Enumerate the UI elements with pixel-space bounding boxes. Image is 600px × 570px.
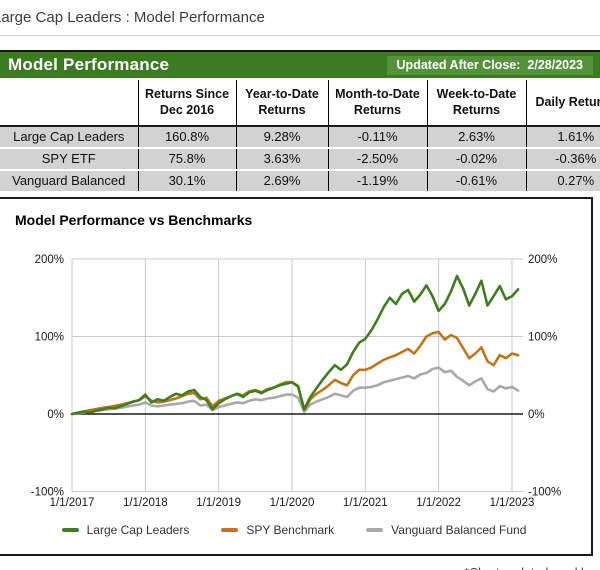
updated-badge: Updated After Close: 2/28/2023 bbox=[386, 55, 593, 75]
column-header-since-2016: Returns Since Dec 2016 bbox=[137, 80, 236, 127]
table-cell: -0.11% bbox=[327, 126, 427, 149]
x-axis-label: 1/1/2022 bbox=[416, 497, 461, 509]
series-line-spy-benchmark bbox=[70, 330, 520, 416]
y-axis-label-right: -100% bbox=[528, 487, 561, 499]
series-line-large-cap-leaders bbox=[70, 274, 520, 416]
table-cell: 1.61% bbox=[525, 126, 600, 149]
updated-label: Updated After Close: bbox=[396, 57, 521, 72]
table-cell: -0.36% bbox=[525, 148, 600, 171]
series-line-vanguard-balanced-fund bbox=[70, 366, 520, 416]
x-axis-label: 1/1/2020 bbox=[270, 497, 315, 509]
x-axis-label: 1/1/2017 bbox=[50, 497, 95, 509]
row-label: SPY ETF bbox=[0, 148, 138, 171]
table-cell: 2.63% bbox=[426, 126, 526, 149]
x-axis-label: 1/1/2018 bbox=[123, 497, 168, 509]
breadcrumb-text: Large Cap Leaders : Model Performance bbox=[0, 9, 265, 26]
table-cell: 75.8% bbox=[137, 148, 236, 171]
column-header-daily: Daily Returns bbox=[525, 80, 600, 127]
table-cell: 0.27% bbox=[525, 170, 600, 191]
table-cell: -2.50% bbox=[327, 148, 427, 171]
y-axis-label-left: 200% bbox=[35, 254, 64, 266]
x-axis-label: 1/1/2023 bbox=[490, 497, 535, 509]
table-cell: -1.19% bbox=[327, 170, 427, 191]
y-axis-label-right: 200% bbox=[528, 254, 557, 266]
section-header-bar: Model Performance Updated After Close: 2… bbox=[0, 50, 600, 78]
legend-item-large-cap-leaders: Large Cap Leaders bbox=[61, 523, 190, 537]
table-cell: 30.1% bbox=[137, 170, 236, 191]
table-cell: 9.28% bbox=[235, 126, 328, 149]
returns-table: Returns Since Dec 2016 Year-to-Date Retu… bbox=[0, 80, 600, 191]
legend-label: SPY Benchmark bbox=[246, 523, 335, 537]
chart-legend: Large Cap Leaders SPY Benchmark Vanguard… bbox=[0, 523, 591, 537]
row-label: Large Cap Leaders bbox=[0, 126, 138, 149]
table-cell: 160.8% bbox=[137, 126, 236, 149]
table-row: Large Cap Leaders 160.8% 9.28% -0.11% 2.… bbox=[0, 126, 600, 149]
legend-item-vanguard-balanced: Vanguard Balanced Fund bbox=[366, 523, 526, 537]
table-row: SPY ETF 75.8% 3.63% -2.50% -0.02% -0.36% bbox=[0, 148, 600, 171]
chart-title: Model Performance vs Benchmarks bbox=[15, 212, 253, 228]
legend-item-spy-benchmark: SPY Benchmark bbox=[221, 523, 334, 537]
column-header-mtd: Month-to-Date Returns bbox=[327, 80, 427, 127]
row-label: Vanguard Balanced bbox=[0, 170, 138, 191]
legend-swatch-orange bbox=[221, 528, 239, 532]
x-axis-label: 1/1/2021 bbox=[343, 497, 388, 509]
section-title: Model Performance bbox=[8, 55, 170, 74]
legend-label: Vanguard Balanced Fund bbox=[391, 523, 527, 537]
table-row: Vanguard Balanced 30.1% 2.69% -1.19% -0.… bbox=[0, 170, 600, 191]
y-axis-label-right: 0% bbox=[528, 409, 545, 421]
legend-swatch-gray bbox=[366, 528, 384, 532]
y-axis-label-left: 100% bbox=[35, 332, 64, 344]
table-header-row: Returns Since Dec 2016 Year-to-Date Retu… bbox=[0, 80, 600, 127]
chart-footnote: *Chart updated weekly bbox=[0, 566, 590, 570]
y-axis-label-left: -100% bbox=[31, 487, 64, 499]
x-axis-label: 1/1/2019 bbox=[196, 497, 241, 509]
legend-swatch-green bbox=[61, 528, 79, 532]
y-axis-label-left: 0% bbox=[47, 409, 64, 421]
breadcrumb: Large Cap Leaders : Model Performance bbox=[0, 0, 600, 36]
legend-label: Large Cap Leaders bbox=[86, 523, 190, 537]
table-cell: 3.63% bbox=[235, 148, 328, 171]
performance-chart: 1/1/2017 1/1/2018 1/1/2019 1/1/2020 1/1/2021… bbox=[31, 254, 562, 509]
column-header-blank bbox=[0, 80, 138, 127]
chart-card: Model Performance vs Benchmarks 1/1/2017… bbox=[0, 197, 593, 556]
table-cell: 2.69% bbox=[235, 170, 328, 191]
column-header-ytd: Year-to-Date Returns bbox=[235, 80, 328, 127]
y-axis-label-right: 100% bbox=[528, 332, 557, 344]
table-cell: -0.02% bbox=[426, 148, 526, 171]
table-cell: -0.61% bbox=[426, 170, 526, 191]
column-header-wtd: Week-to-Date Returns bbox=[426, 80, 526, 127]
updated-date: 2/28/2023 bbox=[527, 57, 583, 72]
